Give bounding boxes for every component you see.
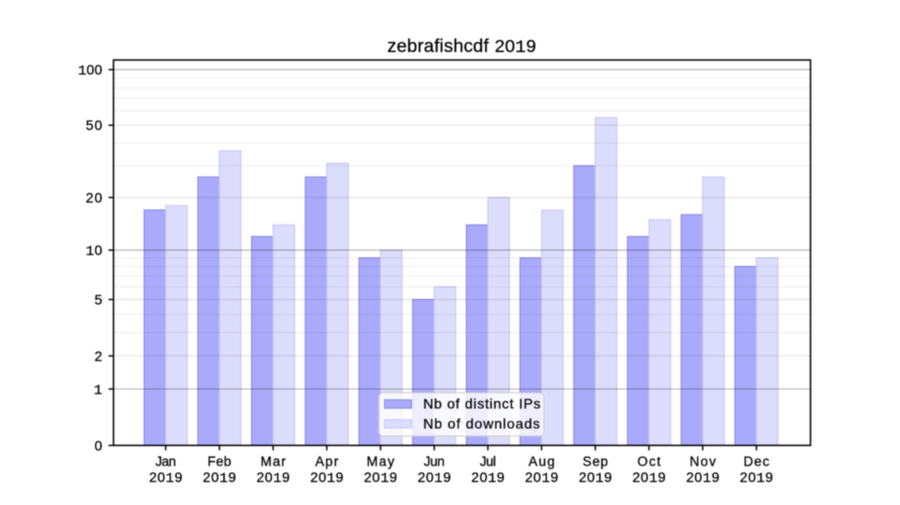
svg-text:2019: 2019 [579, 469, 612, 487]
svg-text:Nb of downloads: Nb of downloads [423, 415, 540, 431]
svg-text:Jun: Jun [424, 454, 445, 469]
svg-text:Jan: Jan [155, 454, 176, 469]
svg-text:Sep: Sep [583, 454, 608, 469]
svg-text:20: 20 [86, 189, 103, 205]
svg-text:1: 1 [94, 383, 102, 399]
svg-text:Dec: Dec [743, 454, 769, 469]
svg-text:50: 50 [86, 117, 103, 133]
svg-text:2019: 2019 [418, 469, 451, 487]
svg-text:2019: 2019 [257, 469, 290, 487]
svg-text:Mar: Mar [260, 454, 286, 469]
svg-text:2019: 2019 [364, 469, 397, 487]
svg-text:2019: 2019 [149, 469, 182, 487]
svg-text:5: 5 [94, 291, 102, 307]
svg-text:Oct: Oct [637, 454, 660, 469]
svg-text:Aug: Aug [529, 454, 555, 469]
svg-text:Nb of distinct IPs: Nb of distinct IPs [423, 396, 540, 412]
svg-text:2019: 2019 [203, 469, 236, 487]
svg-text:2019: 2019 [471, 469, 504, 487]
svg-text:2019: 2019 [632, 469, 665, 487]
svg-text:May: May [367, 454, 395, 469]
svg-text:Jul: Jul [480, 454, 496, 469]
svg-text:zebrafishcdf: zebrafishcdf [387, 35, 489, 56]
svg-text:2: 2 [94, 348, 102, 364]
svg-text:100: 100 [78, 62, 102, 80]
svg-text:Apr: Apr [315, 454, 339, 469]
svg-text:2019: 2019 [495, 36, 536, 58]
svg-text:2019: 2019 [740, 469, 773, 487]
svg-text:2019: 2019 [525, 469, 558, 487]
svg-text:2019: 2019 [686, 469, 719, 487]
svg-text:Feb: Feb [208, 454, 232, 469]
svg-text:2019: 2019 [310, 469, 343, 487]
svg-text:10: 10 [86, 242, 103, 260]
svg-text:0: 0 [94, 437, 102, 453]
svg-text:Nov: Nov [690, 454, 716, 469]
